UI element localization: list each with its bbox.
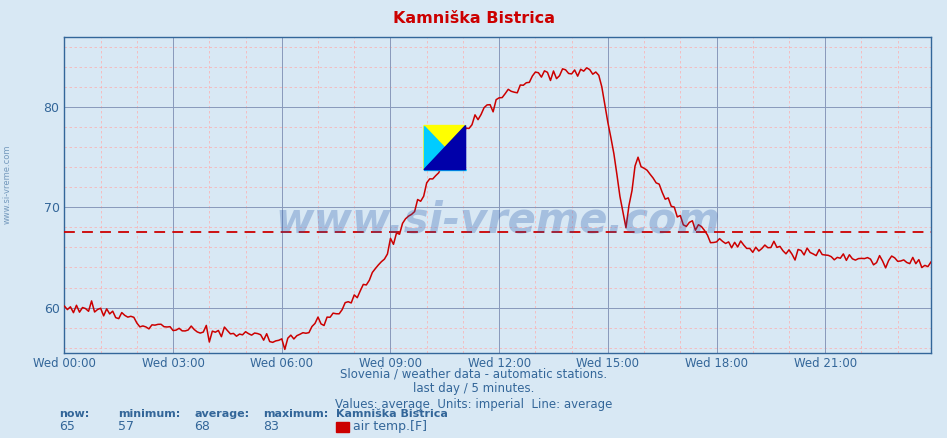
Text: maximum:: maximum: — [263, 409, 329, 419]
Text: 83: 83 — [263, 420, 279, 433]
Text: average:: average: — [194, 409, 249, 419]
Text: Kamniška Bistrica: Kamniška Bistrica — [336, 409, 448, 419]
Text: 65: 65 — [59, 420, 75, 433]
Text: now:: now: — [59, 409, 89, 419]
Polygon shape — [424, 126, 466, 170]
Text: air temp.[F]: air temp.[F] — [353, 420, 427, 433]
Text: Slovenia / weather data - automatic stations.: Slovenia / weather data - automatic stat… — [340, 367, 607, 380]
Text: 68: 68 — [194, 420, 210, 433]
Text: 57: 57 — [118, 420, 134, 433]
Polygon shape — [424, 126, 466, 170]
Text: www.si-vreme.com: www.si-vreme.com — [276, 199, 720, 241]
Text: Kamniška Bistrica: Kamniška Bistrica — [392, 11, 555, 26]
Text: Values: average  Units: imperial  Line: average: Values: average Units: imperial Line: av… — [335, 398, 612, 411]
Text: www.si-vreme.com: www.si-vreme.com — [3, 144, 12, 224]
Text: last day / 5 minutes.: last day / 5 minutes. — [413, 382, 534, 396]
Polygon shape — [424, 126, 466, 170]
Text: minimum:: minimum: — [118, 409, 181, 419]
